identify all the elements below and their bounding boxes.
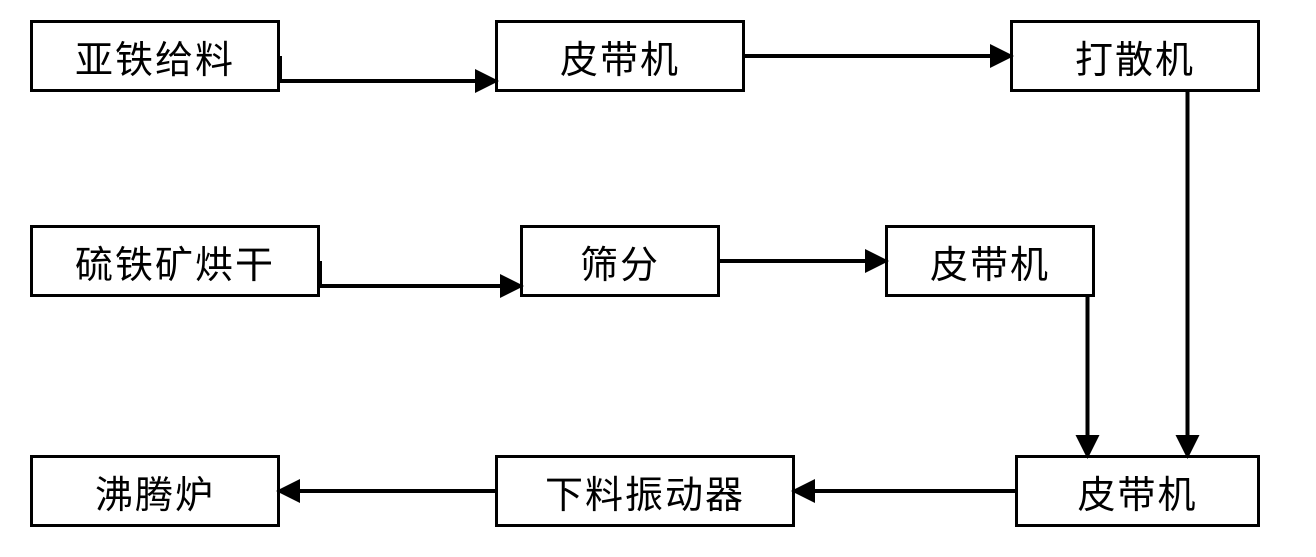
node-n5: 筛分 <box>520 225 720 297</box>
node-label: 筛分 <box>580 234 660 289</box>
node-label: 硫铁矿烘干 <box>75 234 275 289</box>
node-n4: 硫铁矿烘干 <box>30 225 320 297</box>
node-n3: 打散机 <box>1010 20 1260 92</box>
node-label: 沸腾炉 <box>95 464 215 519</box>
node-label: 亚铁给料 <box>75 29 235 84</box>
node-n2: 皮带机 <box>495 20 745 92</box>
node-label: 下料振动器 <box>545 464 745 519</box>
node-n7: 沸腾炉 <box>30 455 280 527</box>
node-label: 皮带机 <box>930 234 1050 289</box>
node-label: 皮带机 <box>1077 464 1197 519</box>
node-n6: 皮带机 <box>885 225 1095 297</box>
node-label: 皮带机 <box>560 29 680 84</box>
node-n8: 下料振动器 <box>495 455 795 527</box>
node-label: 打散机 <box>1075 29 1195 84</box>
node-n1: 亚铁给料 <box>30 20 280 92</box>
node-n9: 皮带机 <box>1015 455 1260 527</box>
